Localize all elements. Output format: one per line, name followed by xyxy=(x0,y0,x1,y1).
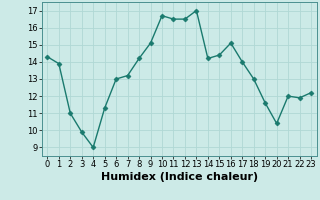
X-axis label: Humidex (Indice chaleur): Humidex (Indice chaleur) xyxy=(100,172,258,182)
